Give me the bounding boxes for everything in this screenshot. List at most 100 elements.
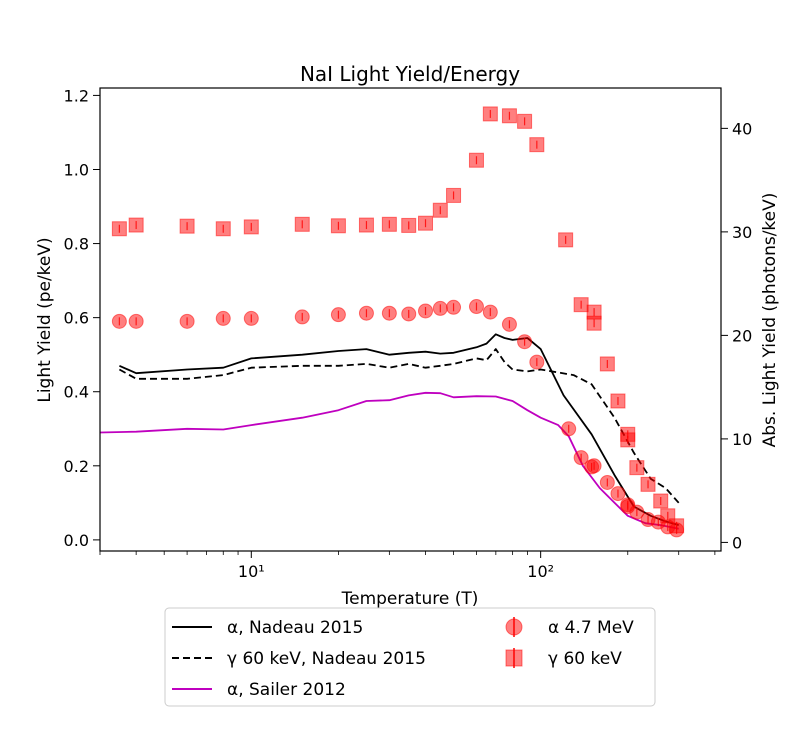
data-point-4-14	[482, 106, 498, 122]
data-point-3-14	[482, 304, 498, 320]
square-marker	[529, 137, 545, 153]
legend-label-alpha-sailer: α, Sailer 2012	[227, 680, 346, 700]
y-tick-label: 0.4	[64, 383, 89, 402]
data-point-4-19	[573, 297, 589, 313]
square-marker	[381, 216, 397, 232]
square-marker	[482, 106, 498, 122]
series-line-1	[118, 348, 680, 504]
square-marker	[501, 108, 517, 124]
legend-item-alpha-sailer: α, Sailer 2012	[172, 680, 346, 700]
data-point-4-18	[558, 232, 574, 248]
data-point-3-8	[381, 305, 397, 321]
data-point-4-21	[586, 315, 602, 331]
y-tick-label: 0.8	[64, 235, 89, 254]
data-point-3-10	[418, 303, 434, 319]
legend: α, Nadeau 2015 γ 60 keV, Nadeau 2015 α, …	[164, 607, 656, 707]
circle-marker	[468, 299, 484, 315]
legend-label-gamma-nadeau: γ 60 keV, Nadeau 2015	[227, 649, 426, 669]
data-point-4-10	[418, 215, 434, 231]
legend-marker-alpha-data	[505, 618, 523, 636]
data-point-4-16	[517, 113, 533, 129]
square-marker	[620, 432, 636, 448]
circle-marker	[243, 310, 259, 326]
circle-marker	[432, 300, 448, 316]
marks-layer	[100, 106, 685, 538]
square-marker	[640, 476, 656, 492]
data-point-3-4	[243, 310, 259, 326]
legend-item-alpha-data: α 4.7 MeV	[505, 617, 634, 638]
data-point-4-0	[111, 221, 127, 237]
y2-tick-label: 30	[732, 223, 752, 242]
data-point-3-9	[401, 306, 417, 322]
square-marker	[517, 113, 533, 129]
data-point-3-6	[330, 307, 346, 323]
circle-marker	[128, 313, 144, 329]
data-point-4-27	[640, 476, 656, 492]
square-marker	[401, 217, 417, 233]
data-point-4-22	[599, 356, 615, 372]
square-marker	[243, 219, 259, 235]
square-marker	[573, 297, 589, 313]
data-point-3-5	[294, 309, 310, 325]
y2-tick-label: 0	[732, 533, 742, 552]
data-point-3-2	[179, 313, 195, 329]
circle-marker	[584, 459, 600, 475]
square-marker	[653, 493, 669, 509]
data-point-4-17	[529, 137, 545, 153]
circle-marker	[330, 307, 346, 323]
data-point-4-9	[401, 217, 417, 233]
data-point-3-18	[561, 421, 577, 437]
data-point-4-3	[215, 221, 231, 237]
y-tick-label: 0.2	[64, 457, 89, 476]
circle-marker	[620, 499, 636, 515]
square-marker	[446, 187, 462, 203]
square-marker	[358, 217, 374, 233]
data-point-3-11	[432, 300, 448, 316]
plot-frame	[99, 87, 722, 552]
square-marker	[669, 518, 685, 534]
y-tick-label: 1.0	[64, 160, 89, 179]
y-axis-title: Light Yield (pe/keV)	[35, 237, 55, 402]
data-point-4-30	[669, 518, 685, 534]
series-line-0	[119, 333, 679, 526]
data-point-4-6	[330, 218, 346, 234]
square-marker	[330, 218, 346, 234]
data-point-3-15	[501, 316, 517, 332]
data-point-4-2	[179, 218, 195, 234]
y-tick-label: 0.6	[64, 309, 89, 328]
circle-marker	[529, 354, 545, 370]
square-marker	[418, 215, 434, 231]
data-point-3-22	[610, 486, 626, 502]
square-marker	[586, 315, 602, 331]
square-marker	[599, 356, 615, 372]
data-point-4-12	[446, 187, 462, 203]
y2-tick-label: 20	[732, 326, 752, 345]
square-marker	[558, 232, 574, 248]
data-point-3-19	[573, 450, 589, 466]
x-tick-label: 10¹	[238, 562, 265, 581]
legend-item-gamma-nadeau: γ 60 keV, Nadeau 2015	[172, 649, 426, 669]
circle-marker	[294, 309, 310, 325]
square-marker	[215, 221, 231, 237]
series-line-2	[100, 391, 679, 530]
x-tick-label: 10²	[527, 562, 554, 581]
data-point-3-29	[584, 459, 600, 475]
circle-marker	[610, 486, 626, 502]
square-marker	[610, 393, 626, 409]
y2-tick-label: 10	[732, 430, 752, 449]
y-tick-label: 0.0	[64, 531, 89, 550]
square-marker	[294, 216, 310, 232]
data-point-3-1	[128, 313, 144, 329]
circle-marker	[418, 303, 434, 319]
legend-label-alpha-data: α 4.7 MeV	[548, 618, 634, 638]
circle-marker	[501, 316, 517, 332]
legend-marker-gamma-data	[505, 649, 523, 667]
circle-marker	[111, 313, 127, 329]
legend-item-alpha-nadeau: α, Nadeau 2015	[172, 618, 363, 638]
y2-tick-label: 40	[732, 119, 752, 138]
chart-title: NaI Light Yield/Energy	[300, 62, 520, 86]
legend-label-alpha-nadeau: α, Nadeau 2015	[227, 618, 363, 638]
data-point-3-21	[599, 474, 615, 490]
data-point-3-12	[446, 299, 462, 315]
circle-marker	[358, 305, 374, 321]
